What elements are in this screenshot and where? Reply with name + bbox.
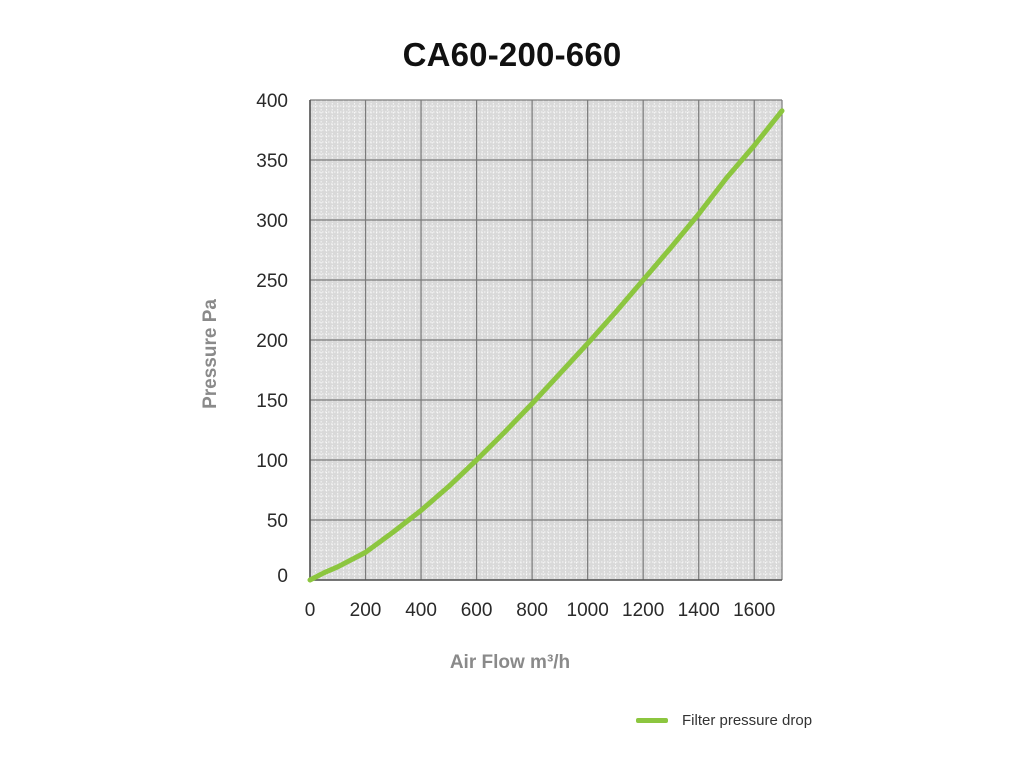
y-tick-label: 250 (256, 271, 288, 292)
y-tick-label: 350 (256, 151, 288, 172)
data-point (613, 310, 618, 315)
legend: Filter pressure drop (636, 709, 812, 731)
x-tick-label: 200 (350, 600, 382, 621)
data-point (529, 401, 535, 406)
data-point (696, 211, 701, 217)
x-tick-label: 1400 (678, 600, 720, 621)
data-point (363, 550, 368, 555)
x-tick-label: 0 (305, 600, 316, 621)
legend-swatch (636, 717, 668, 723)
data-point (585, 341, 590, 346)
data-point (502, 430, 507, 435)
x-tick-label: 1200 (622, 600, 664, 621)
data-point (391, 529, 396, 535)
data-point (446, 484, 452, 489)
data-point (474, 457, 479, 463)
data-point (779, 108, 785, 114)
data-point (724, 175, 729, 181)
data-point (418, 508, 424, 513)
y-tick-label: 400 (256, 91, 288, 112)
data-point (557, 371, 563, 376)
data-point (307, 577, 313, 583)
data-point (668, 245, 674, 250)
x-axis-ticks: 0 200 400 600 800 1000 1200 1400 1600 (305, 600, 776, 621)
y-tick-label: 300 (256, 211, 288, 232)
x-tick-label: 600 (461, 600, 493, 621)
y-tick-label: 200 (256, 331, 288, 352)
data-point (752, 143, 757, 148)
y-tick-label: 0 (277, 566, 288, 587)
major-gridlines (309, 99, 783, 581)
x-tick-label: 400 (405, 600, 437, 621)
x-tick-label: 1600 (733, 600, 775, 621)
y-tick-label: 100 (256, 451, 288, 472)
y-tick-label: 150 (256, 391, 288, 412)
x-tick-label: 1000 (567, 600, 609, 621)
x-axis-title: Air Flow m³/h (450, 652, 570, 673)
series-layer (307, 108, 785, 583)
data-point (335, 564, 340, 569)
y-axis-ticks: 0 50 100 150 200 250 300 350 400 (256, 91, 288, 587)
chart-title: CA60-200-660 (402, 36, 622, 73)
x-tick-label: 800 (516, 600, 548, 621)
y-axis-title: Pressure Pa (200, 299, 221, 409)
data-point (321, 570, 327, 575)
data-point (640, 277, 646, 283)
legend-label: Filter pressure drop (682, 711, 813, 729)
y-tick-label: 50 (267, 511, 288, 532)
